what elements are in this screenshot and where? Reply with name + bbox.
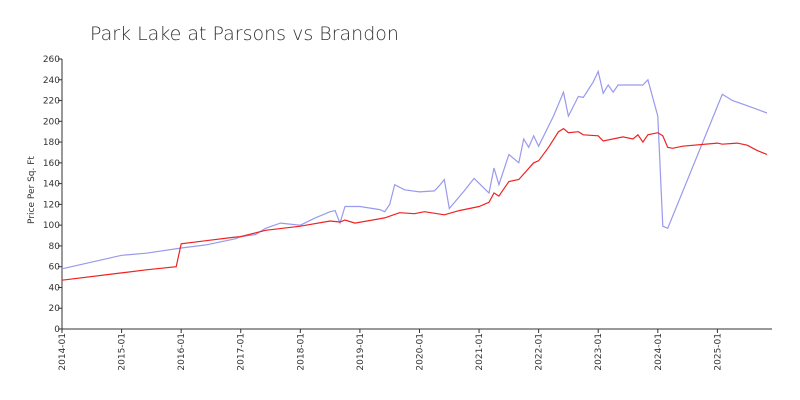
x-tick-label: 2016-01: [177, 333, 187, 371]
y-tick-label: 20: [49, 304, 61, 314]
y-tick-label: 260: [43, 55, 60, 65]
y-tick-label: 100: [43, 221, 60, 231]
y-axis-label: Price Per Sq. Ft: [27, 156, 37, 224]
y-tick-label: 40: [49, 283, 61, 293]
x-tick-label: 2017-01: [237, 333, 247, 371]
y-tick-label: 140: [43, 180, 60, 190]
x-tick-label: 2025-01: [713, 333, 723, 371]
x-tick-label: 2022-01: [535, 333, 545, 371]
x-tick-label: 2023-01: [594, 333, 604, 371]
x-tick-label: 2020-01: [415, 333, 425, 371]
x-tick-label: 2019-01: [356, 333, 366, 371]
x-tick-label: 2021-01: [475, 333, 485, 371]
y-tick-label: 220: [43, 97, 60, 107]
y-tick-label: 240: [43, 76, 60, 86]
x-tick-label: 2024-01: [654, 333, 664, 371]
x-tick-label: 2015-01: [118, 333, 128, 371]
x-tick-label: 2018-01: [296, 333, 306, 371]
y-tick-label: 120: [43, 200, 60, 210]
y-tick-label: 200: [43, 117, 60, 127]
y-tick-label: 80: [49, 242, 61, 252]
y-tick-label: 0: [54, 325, 60, 335]
line-series: [61, 127, 768, 281]
y-tick-label: 180: [43, 138, 60, 148]
chart-title: Park Lake at Parsons vs Brandon: [90, 23, 399, 45]
x-tick-label: 2014-01: [58, 333, 68, 371]
line-series: [61, 69, 768, 270]
y-tick-label: 60: [49, 263, 61, 273]
y-tick-label: 160: [43, 159, 60, 169]
